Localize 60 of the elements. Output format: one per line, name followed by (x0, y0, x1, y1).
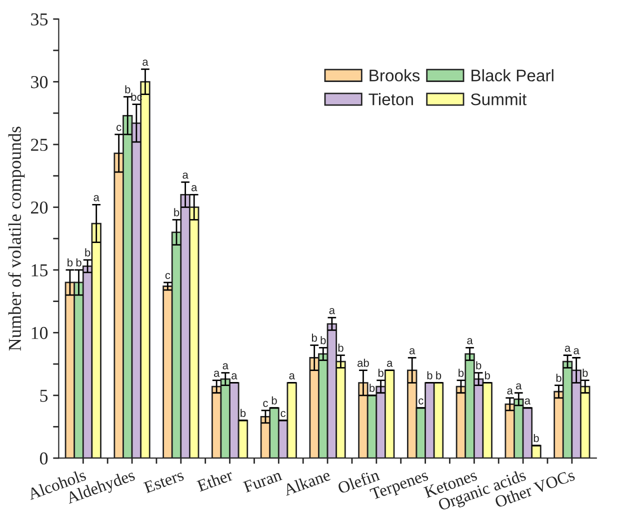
data-label: b (436, 371, 442, 380)
x-tick-label: Furan (242, 469, 282, 493)
data-label: c (280, 410, 286, 418)
data-label: b (320, 336, 326, 344)
data-label: a (507, 388, 513, 394)
data-label: b (427, 371, 432, 380)
data-label: b (338, 344, 344, 352)
data-label: ab (358, 358, 369, 367)
data-label: a (409, 348, 416, 354)
data-label: b (556, 374, 562, 382)
data-label: c (116, 124, 122, 132)
data-label: a (387, 360, 393, 367)
data-label: a (214, 370, 220, 377)
data-label: b (534, 434, 539, 442)
data-label: c (165, 272, 170, 280)
data-label: a (467, 338, 473, 344)
data-label: a (329, 308, 336, 314)
y-tick-label: 35 (31, 13, 48, 26)
data-label: a (232, 373, 238, 380)
y-tick-label: 5 (40, 390, 48, 402)
data-label: b (76, 258, 82, 266)
data-label: a (222, 363, 228, 370)
legend-label: Brooks (370, 69, 420, 82)
data-label: b (272, 396, 277, 404)
data-label: a (564, 346, 571, 352)
y-tick-label: 30 (31, 76, 48, 88)
data-label: b (125, 85, 130, 94)
data-label: a (524, 398, 531, 404)
data-label: c (418, 398, 424, 404)
legend-label: Summit (470, 93, 527, 106)
data-label: b (85, 248, 90, 256)
data-label: a (94, 195, 100, 202)
data-label: b (378, 368, 384, 377)
data-label: a (142, 60, 148, 66)
data-label: b (174, 208, 180, 216)
legend-label: Tieton (368, 93, 413, 106)
x-tick-label: Alkane (282, 468, 332, 496)
y-tick-label: 15 (32, 264, 48, 276)
data-label: b (582, 368, 588, 377)
data-label: c (263, 400, 268, 407)
data-label: b (240, 408, 246, 418)
y-tick-label: 10 (32, 326, 48, 340)
data-label: b (476, 361, 482, 370)
y-tick-label: 0 (40, 452, 48, 465)
x-tick-label: Esters (143, 469, 184, 494)
data-label: a (574, 348, 580, 354)
data-label: b (485, 371, 490, 380)
y-tick-label: 25 (31, 138, 48, 151)
data-label: b (458, 368, 464, 377)
legend-label: Black Pearl (472, 69, 554, 82)
data-label: a (289, 373, 295, 380)
data-label: a (191, 185, 198, 192)
data-label: b (312, 334, 317, 342)
data-label: b (370, 384, 375, 392)
y-tick-label: 20 (31, 201, 48, 214)
data-label: a (516, 383, 522, 390)
data-label: a (182, 172, 188, 179)
x-tick-label: Ether (196, 468, 234, 492)
data-label: b (68, 258, 73, 266)
y-axis-title: Number of volatile compounds (8, 126, 25, 351)
